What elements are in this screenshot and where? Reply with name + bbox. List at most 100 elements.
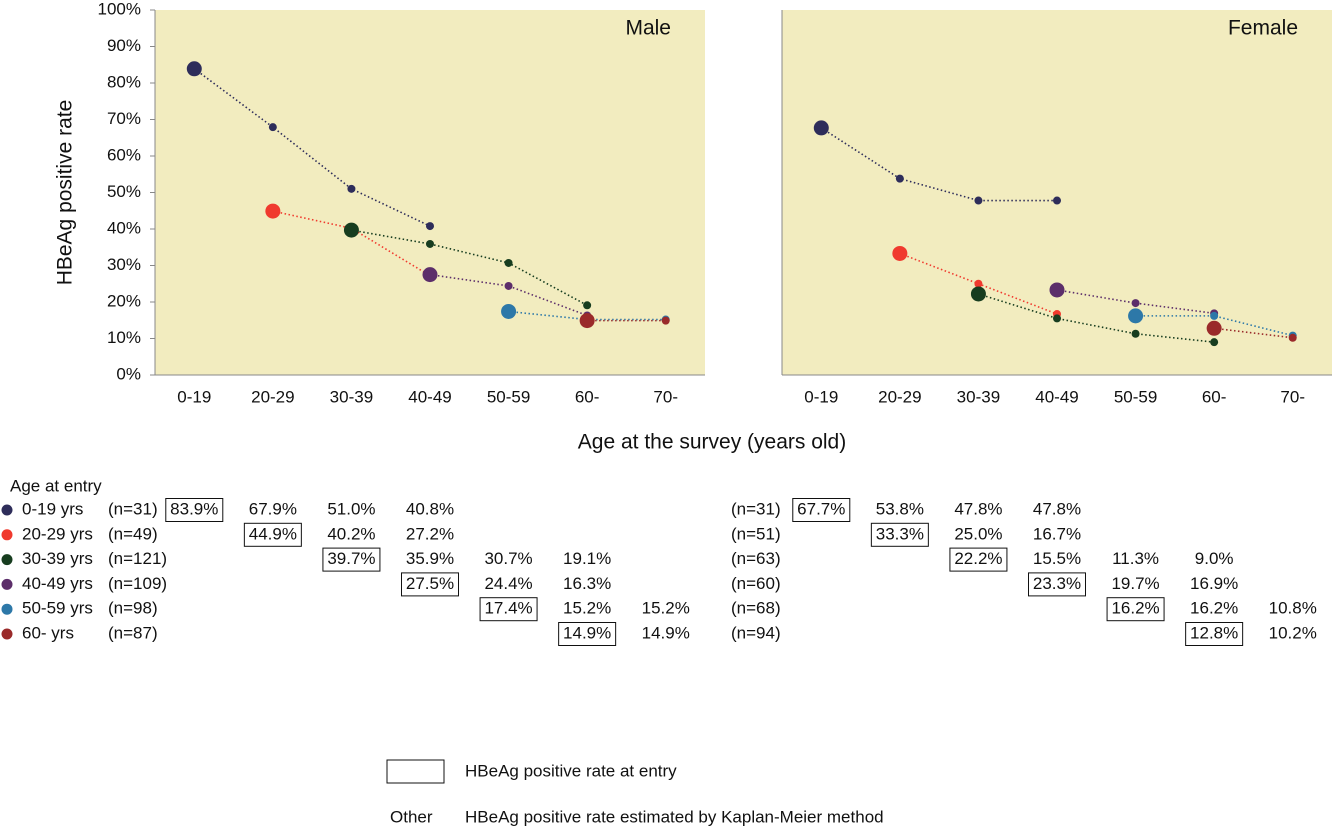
entry-box: [479, 597, 538, 622]
value-label: 10.8%: [1269, 599, 1317, 618]
entry-box: [401, 572, 459, 597]
data-point: [1131, 329, 1140, 338]
y-tick-label: 100%: [98, 0, 141, 18]
y-tick-label: 10%: [107, 328, 141, 347]
data-point: [1053, 314, 1061, 323]
x-tick-label: 70-: [1280, 387, 1305, 406]
series-line: [351, 229, 588, 306]
legend-label: 60- yrs: [22, 623, 74, 642]
legend-label: 0-19 yrs: [22, 499, 83, 518]
x-axis-label: Age at the survey (years old): [578, 431, 846, 454]
n-label: (n=98): [108, 599, 158, 618]
data-point: [895, 174, 904, 183]
n-label: (n=68): [731, 599, 781, 618]
n-label: (n=94): [731, 623, 781, 642]
data-point: [974, 196, 983, 205]
y-tick-label: 40%: [107, 218, 141, 237]
value-label: 14.9%: [642, 623, 690, 642]
n-label: (n=121): [108, 549, 167, 568]
value-label: 40.2%: [327, 524, 375, 543]
data-point: [1053, 196, 1061, 205]
data-point: [268, 123, 277, 132]
entry-box: [558, 622, 617, 646]
value-label: 16.7%: [1033, 524, 1081, 543]
legend-marker: [1, 504, 13, 516]
data-point: [813, 120, 829, 136]
value-label: 15.5%: [1033, 549, 1081, 568]
x-tick-label: 70-: [653, 387, 678, 406]
data-point: [343, 222, 359, 238]
value-label: 40.8%: [406, 499, 454, 518]
legend-marker: [1, 603, 13, 615]
x-tick-label: 30-39: [957, 387, 1000, 406]
data-point: [504, 258, 513, 267]
entry-box: [243, 522, 302, 547]
entry-box: [949, 547, 1008, 572]
series-line: [193, 68, 431, 227]
series-line: [1056, 289, 1215, 315]
value-label: 11.3%: [1112, 549, 1159, 568]
footnote-other-term: Other: [390, 807, 433, 826]
value-label: 15.2%: [563, 599, 611, 618]
value-label: 53.8%: [876, 499, 924, 518]
data-point: [974, 279, 983, 288]
x-tick-label: 50-59: [1114, 387, 1157, 406]
legend-label: 20-29 yrs: [22, 524, 93, 543]
n-label: (n=87): [108, 623, 158, 642]
x-tick-label: 40-49: [1035, 387, 1078, 406]
value-label: 22.2%: [954, 549, 1002, 568]
value-label: 67.9%: [249, 499, 297, 518]
data-point: [504, 281, 513, 290]
y-axis-label: HBeAg positive rate: [54, 100, 77, 286]
x-tick-label: 0-19: [177, 387, 211, 406]
legend-label: 40-49 yrs: [22, 574, 93, 593]
x-tick-label: 40-49: [408, 387, 451, 406]
n-label: (n=63): [731, 549, 781, 568]
value-label: 47.8%: [954, 499, 1002, 518]
value-label: 27.2%: [406, 524, 454, 543]
data-point: [1210, 311, 1219, 320]
legend-box: [386, 759, 445, 784]
footnote-box-label: HBeAg positive rate at entry: [465, 761, 677, 780]
value-label: 24.4%: [484, 574, 532, 593]
series-line: [1135, 315, 1293, 337]
n-label: (n=51): [731, 524, 781, 543]
legend-marker: [1, 628, 13, 640]
y-tick-label: 20%: [107, 291, 141, 310]
n-label: (n=109): [108, 574, 167, 593]
value-label: 16.9%: [1190, 574, 1238, 593]
x-tick-label: 30-39: [330, 387, 373, 406]
value-label: 17.4%: [484, 599, 532, 618]
panel-title: Male: [625, 17, 671, 40]
value-label: 83.9%: [170, 499, 218, 518]
entry-box: [1106, 597, 1165, 622]
y-tick-label: 90%: [107, 36, 141, 55]
y-tick-label: 50%: [107, 182, 141, 201]
y-tick-label: 60%: [107, 145, 141, 164]
entry-box: [870, 522, 929, 547]
data-point: [186, 61, 202, 77]
legend-label: 30-39 yrs: [22, 549, 93, 568]
n-label: (n=60): [731, 574, 781, 593]
n-label: (n=31): [731, 499, 781, 518]
value-label: 12.8%: [1190, 623, 1238, 642]
y-tick-label: 0%: [116, 364, 141, 383]
value-label: 35.9%: [406, 549, 454, 568]
legend-title: Age at entry: [10, 476, 102, 495]
value-label: 9.0%: [1195, 549, 1234, 568]
value-label: 51.0%: [327, 499, 375, 518]
entry-box: [1028, 572, 1086, 597]
data-point: [1206, 320, 1222, 336]
data-point: [426, 222, 434, 231]
panel-title: Female: [1228, 17, 1298, 40]
value-label: 67.7%: [797, 499, 845, 518]
y-tick-label: 80%: [107, 72, 141, 91]
data-point: [1128, 308, 1144, 324]
value-label: 15.2%: [642, 599, 690, 618]
data-point: [661, 316, 670, 325]
y-tick-label: 30%: [107, 255, 141, 274]
n-label: (n=31): [108, 499, 158, 518]
value-label: 16.2%: [1190, 599, 1238, 618]
legend-marker: [1, 578, 13, 590]
value-label: 47.8%: [1033, 499, 1081, 518]
